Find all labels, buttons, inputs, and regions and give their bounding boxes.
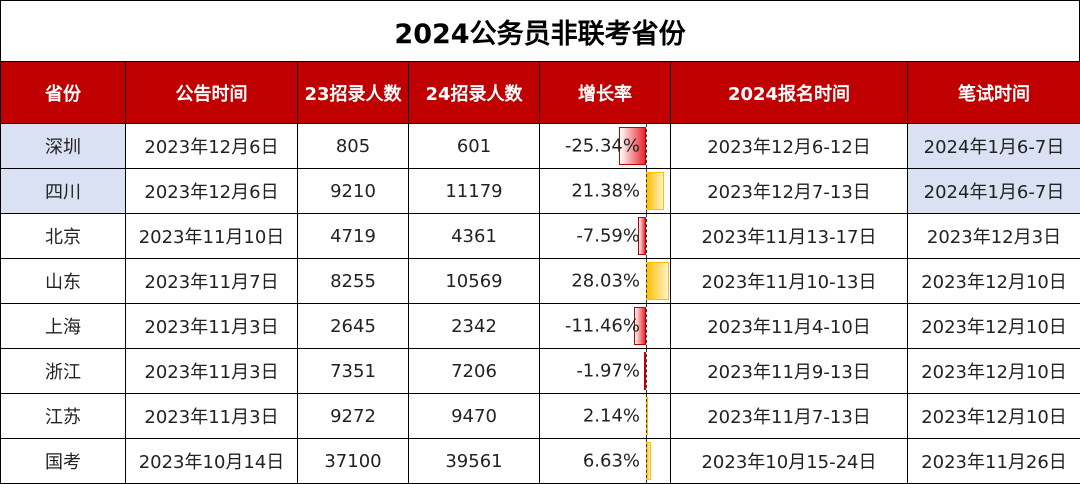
- cell-register-date: 2023年12月7-13日: [670, 168, 908, 214]
- cell-province: 山东: [0, 258, 126, 304]
- cell-recruit-24: 39561: [408, 438, 540, 484]
- growth-axis-line: [646, 349, 647, 393]
- cell-exam-date: 2024年1月6-7日: [907, 123, 1080, 169]
- cell-province: 四川: [0, 168, 126, 214]
- cell-exam-date: 2023年12月3日: [907, 213, 1080, 259]
- cell-recruit-23: 9272: [297, 393, 409, 439]
- table-row: 北京 2023年11月10日 4719 4361 -7.59% 2023年11月13-17…: [0, 213, 1080, 259]
- growth-value: 2.14%: [582, 405, 640, 427]
- cell-growth-rate: -7.59%: [539, 213, 671, 259]
- growth-data-bar: [634, 307, 646, 345]
- cell-exam-date: 2023年11月26日: [907, 438, 1080, 484]
- cell-recruit-23: 8255: [297, 258, 409, 304]
- cell-recruit-24: 4361: [408, 213, 540, 259]
- cell-recruit-24: 9470: [408, 393, 540, 439]
- cell-register-date: 2023年11月9-13日: [670, 348, 908, 394]
- cell-recruit-24: 2342: [408, 303, 540, 349]
- growth-value: -1.97%: [576, 360, 640, 382]
- growth-value: 6.63%: [582, 450, 640, 472]
- table-row: 国考 2023年10月14日 37100 39561 6.63% 2023年10月15-2…: [0, 438, 1080, 484]
- cell-growth-rate: 2.14%: [539, 393, 671, 439]
- cell-announce-date: 2023年10月14日: [125, 438, 298, 484]
- header-register-date: 2024报名时间: [670, 61, 908, 124]
- cell-province: 北京: [0, 213, 126, 259]
- cell-province: 江苏: [0, 393, 126, 439]
- cell-announce-date: 2023年12月6日: [125, 168, 298, 214]
- growth-axis-line: [646, 394, 647, 438]
- growth-data-bar: [619, 127, 646, 165]
- header-recruit-24: 24招录人数: [408, 61, 540, 124]
- cell-register-date: 2023年11月4-10日: [670, 303, 908, 349]
- cell-recruit-23: 805: [297, 123, 409, 169]
- cell-announce-date: 2023年12月6日: [125, 123, 298, 169]
- cell-province: 浙江: [0, 348, 126, 394]
- table-row: 上海 2023年11月3日 2645 2342 -11.46% 2023年11月4-10日…: [0, 303, 1080, 349]
- cell-recruit-24: 7206: [408, 348, 540, 394]
- cell-announce-date: 2023年11月10日: [125, 213, 298, 259]
- growth-axis-line: [646, 439, 647, 483]
- table-row: 四川 2023年12月6日 9210 11179 21.38% 2023年12月7-13日…: [0, 168, 1080, 214]
- cell-announce-date: 2023年11月3日: [125, 348, 298, 394]
- cell-register-date: 2023年11月7-13日: [670, 393, 908, 439]
- cell-province: 国考: [0, 438, 126, 484]
- header-recruit-23: 23招录人数: [297, 61, 409, 124]
- cell-recruit-23: 4719: [297, 213, 409, 259]
- growth-value: -11.46%: [564, 315, 640, 337]
- cell-recruit-24: 10569: [408, 258, 540, 304]
- cell-register-date: 2023年11月13-17日: [670, 213, 908, 259]
- growth-data-bar: [638, 217, 646, 255]
- header-announce-date: 公告时间: [125, 61, 298, 124]
- cell-growth-rate: 28.03%: [539, 258, 671, 304]
- cell-province: 深圳: [0, 123, 126, 169]
- cell-growth-rate: 21.38%: [539, 168, 671, 214]
- header-province: 省份: [0, 61, 126, 124]
- growth-value: -7.59%: [576, 225, 640, 247]
- cell-province: 上海: [0, 303, 126, 349]
- cell-recruit-24: 11179: [408, 168, 540, 214]
- cell-announce-date: 2023年11月3日: [125, 303, 298, 349]
- table-row: 江苏 2023年11月3日 9272 9470 2.14% 2023年11月7-13日 20…: [0, 393, 1080, 439]
- growth-value: 21.38%: [571, 180, 640, 202]
- cell-recruit-23: 7351: [297, 348, 409, 394]
- table-title: 2024公务员非联考省份: [0, 0, 1080, 61]
- growth-data-bar: [646, 262, 669, 300]
- cell-exam-date: 2023年12月10日: [907, 303, 1080, 349]
- growth-data-bar: [646, 172, 664, 210]
- table-row: 深圳 2023年12月6日 805 601 -25.34% 2023年12月6-12日 20…: [0, 123, 1080, 169]
- growth-axis-line: [646, 214, 647, 258]
- growth-data-bar: [644, 352, 646, 390]
- cell-growth-rate: -25.34%: [539, 123, 671, 169]
- growth-value: 28.03%: [571, 270, 640, 292]
- growth-axis-line: [646, 259, 647, 303]
- cell-register-date: 2023年11月10-13日: [670, 258, 908, 304]
- table-row: 山东 2023年11月7日 8255 10569 28.03% 2023年11月10-13…: [0, 258, 1080, 304]
- cell-register-date: 2023年12月6-12日: [670, 123, 908, 169]
- cell-exam-date: 2024年1月6-7日: [907, 168, 1080, 214]
- cell-announce-date: 2023年11月3日: [125, 393, 298, 439]
- data-table: 省份 公告时间 23招录人数 24招录人数 增长率 2024报名时间 笔试时间 …: [0, 61, 1080, 484]
- cell-exam-date: 2023年12月10日: [907, 393, 1080, 439]
- growth-axis-line: [646, 169, 647, 213]
- cell-growth-rate: -11.46%: [539, 303, 671, 349]
- cell-register-date: 2023年10月15-24日: [670, 438, 908, 484]
- growth-axis-line: [646, 124, 647, 168]
- header-exam-date: 笔试时间: [907, 61, 1080, 124]
- cell-exam-date: 2023年12月10日: [907, 258, 1080, 304]
- header-growth-rate: 增长率: [539, 61, 671, 124]
- cell-recruit-23: 9210: [297, 168, 409, 214]
- header-row: 省份 公告时间 23招录人数 24招录人数 增长率 2024报名时间 笔试时间: [0, 61, 1080, 124]
- cell-recruit-23: 37100: [297, 438, 409, 484]
- growth-value: -25.34%: [564, 135, 640, 157]
- cell-exam-date: 2023年12月10日: [907, 348, 1080, 394]
- cell-recruit-24: 601: [408, 123, 540, 169]
- cell-growth-rate: -1.97%: [539, 348, 671, 394]
- cell-recruit-23: 2645: [297, 303, 409, 349]
- cell-growth-rate: 6.63%: [539, 438, 671, 484]
- growth-axis-line: [646, 304, 647, 348]
- table-row: 浙江 2023年11月3日 7351 7206 -1.97% 2023年11月9-13日 2…: [0, 348, 1080, 394]
- cell-announce-date: 2023年11月7日: [125, 258, 298, 304]
